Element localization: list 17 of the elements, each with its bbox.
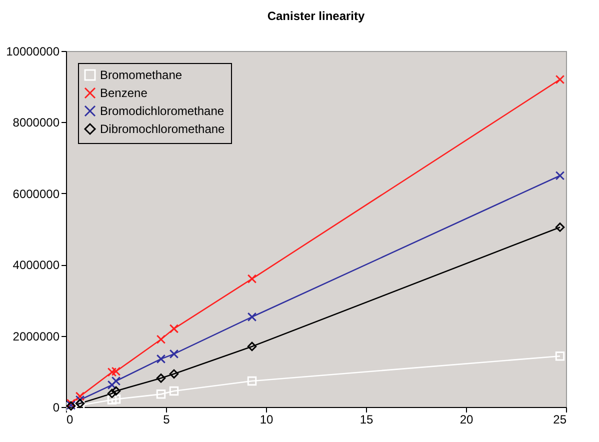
legend-label: Benzene (100, 86, 148, 100)
y-tick-label: 0 (52, 400, 60, 414)
x-tick-label: 10 (260, 412, 274, 426)
x-tick-label: 25 (553, 412, 567, 426)
legend-label: Bromodichloromethane (100, 104, 224, 118)
y-tick-label: 8000000 (12, 116, 60, 130)
y-tick-label: 2000000 (12, 329, 60, 344)
x-tick-label: 20 (460, 412, 474, 426)
y-tick-label: 6000000 (12, 186, 60, 201)
y-tick-label: 10000000 (6, 44, 60, 58)
x-tick-label: 0 (66, 412, 74, 426)
legend-label: Bromomethane (100, 68, 182, 82)
y-tick-label: 4000000 (12, 258, 60, 272)
x-tick-label: 5 (163, 412, 170, 426)
legend-label: Dibromochloromethane (100, 122, 226, 136)
chart-title: Canister linearity (267, 9, 366, 23)
x-tick-label: 15 (360, 412, 374, 426)
